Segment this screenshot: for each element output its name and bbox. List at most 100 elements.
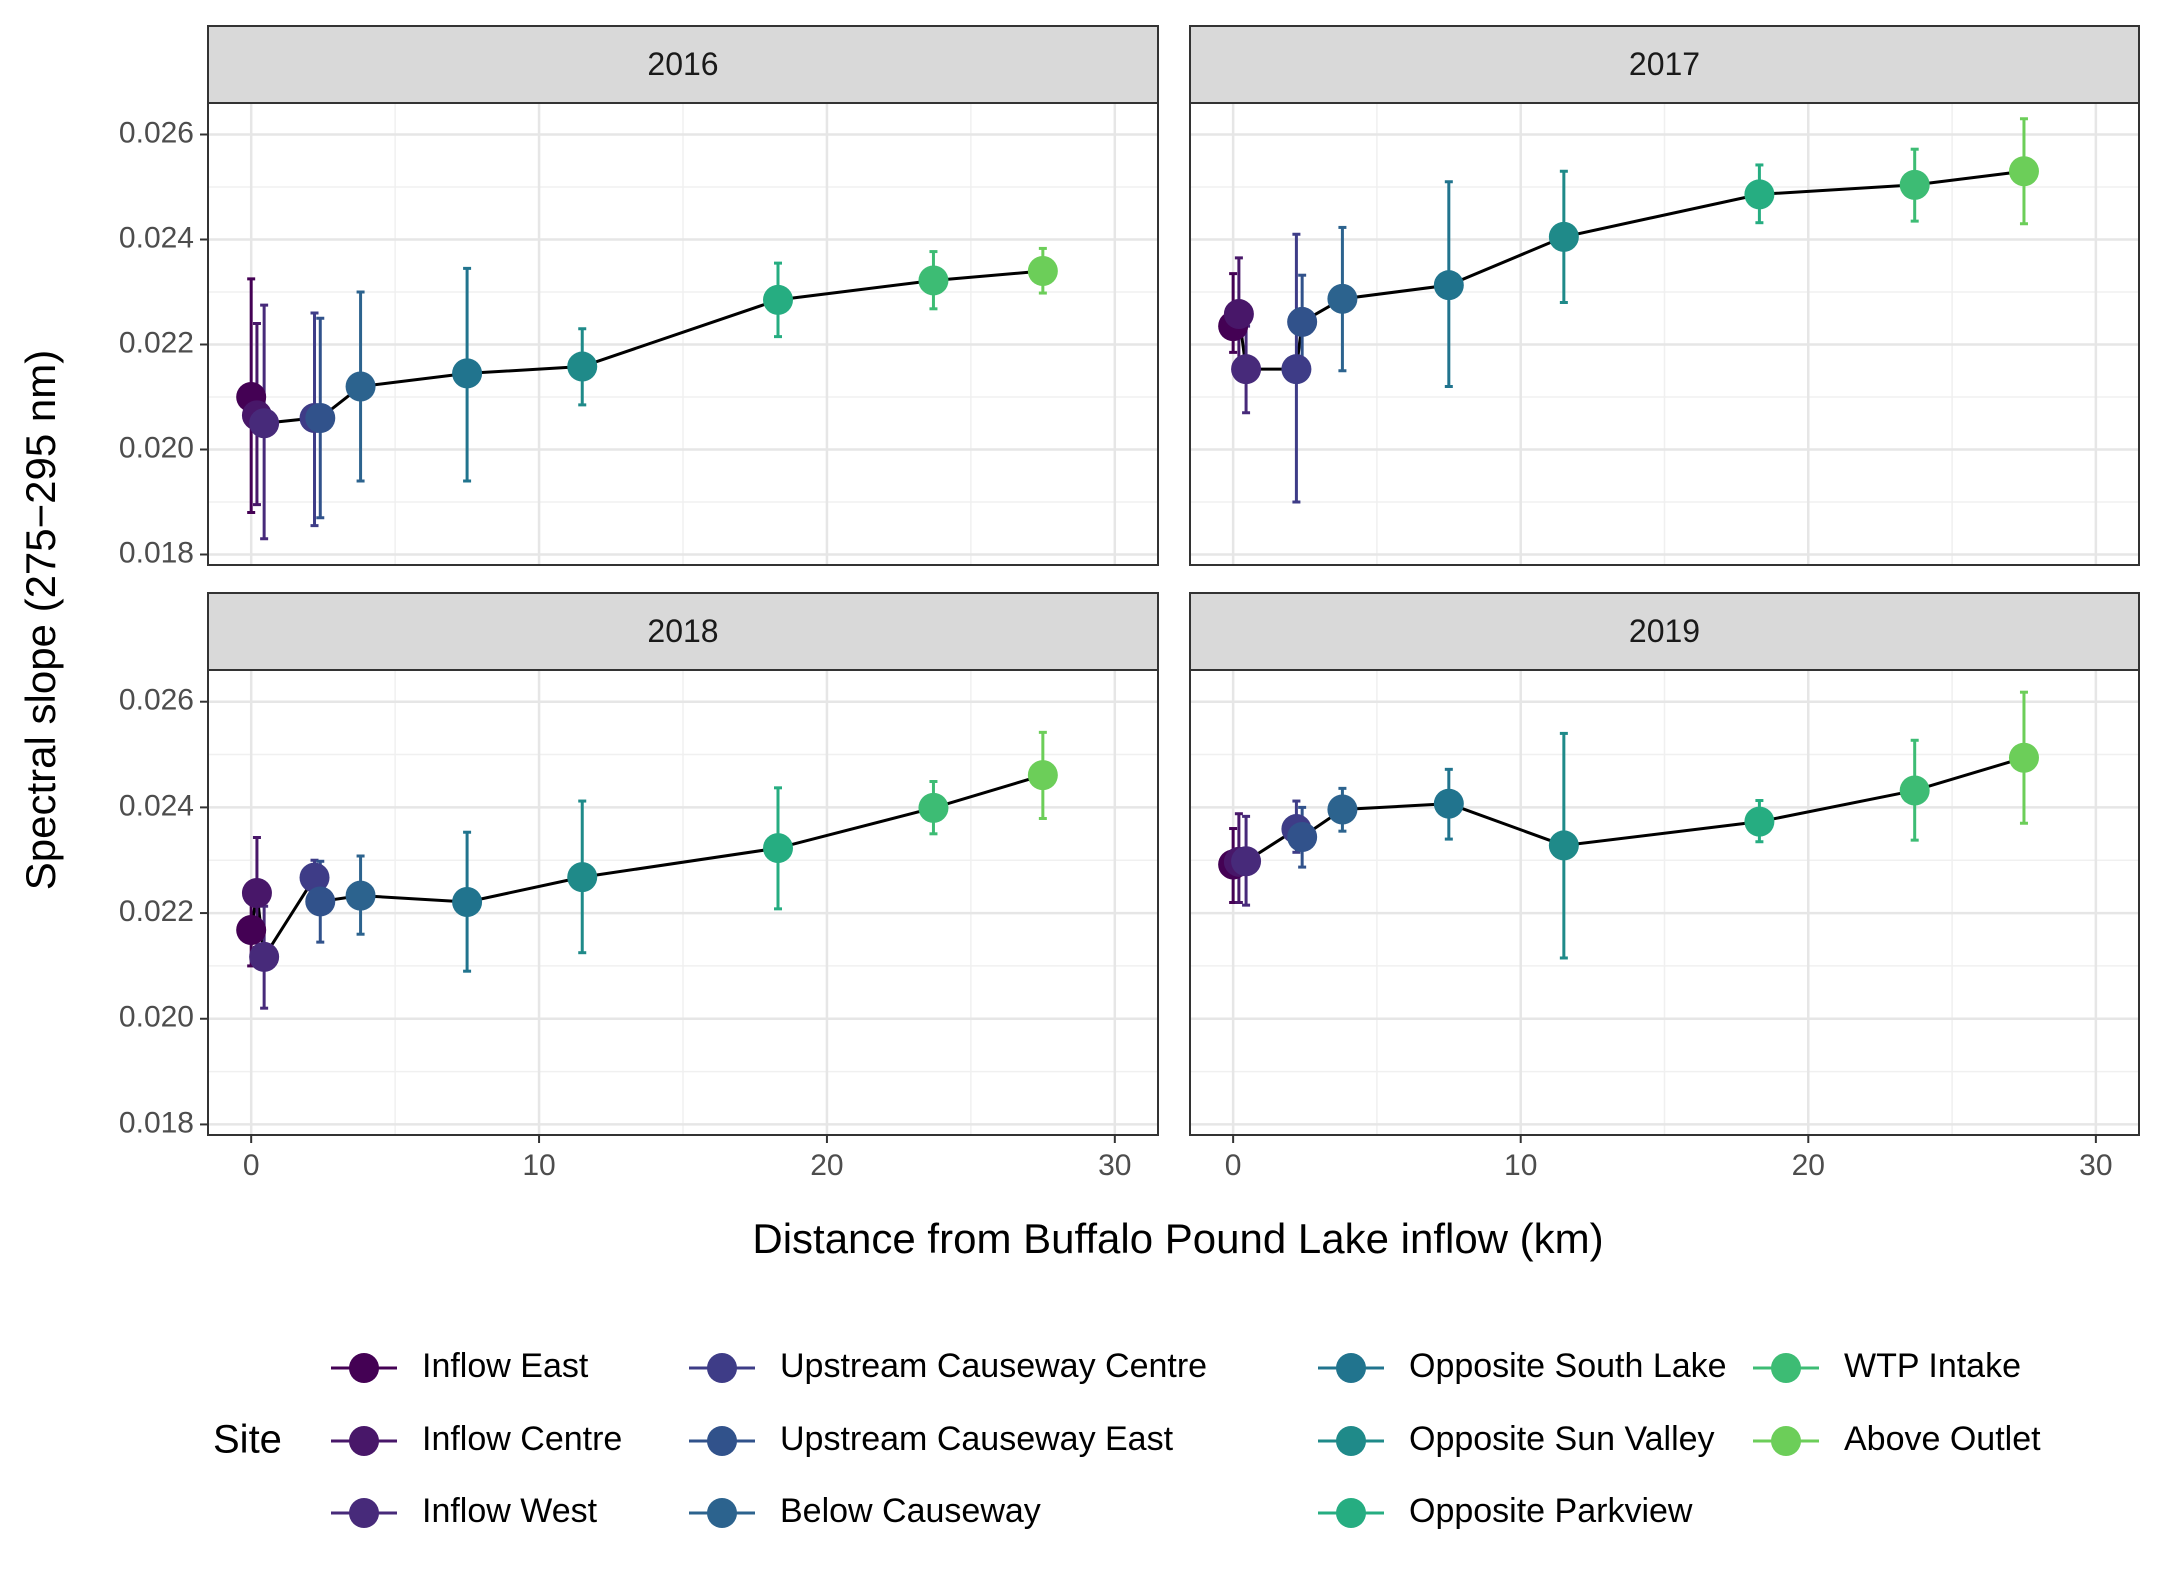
y-tick-label: 0.026 xyxy=(119,116,194,149)
legend-key-point xyxy=(1336,1426,1366,1456)
facet-strip-label: 2017 xyxy=(1629,46,1700,82)
legend-key xyxy=(331,1353,397,1383)
x-tick-label: 30 xyxy=(1098,1149,1131,1182)
y-tick-label: 0.024 xyxy=(119,221,194,254)
data-point xyxy=(2008,156,2039,187)
data-point xyxy=(1027,256,1058,286)
y-tick-label: 0.018 xyxy=(119,1106,194,1139)
data-point xyxy=(1548,221,1579,252)
facet-strip xyxy=(207,25,1159,104)
data-point xyxy=(1433,788,1464,819)
facet-strip xyxy=(207,592,1159,671)
data-point xyxy=(249,941,280,972)
panel-border xyxy=(1189,102,2140,566)
legend: Site Inflow East Inflow Centre Inflow West… xyxy=(213,1347,2041,1530)
data-point xyxy=(1433,270,1464,301)
data-point xyxy=(1744,179,1775,210)
data-point xyxy=(1327,794,1358,825)
y-tick-label: 0.018 xyxy=(119,536,194,569)
x-axis-title: Distance from Buffalo Pound Lake inflow … xyxy=(752,1215,1603,1262)
legend-key-point xyxy=(707,1426,737,1456)
data-point xyxy=(1231,846,1262,877)
legend-key xyxy=(331,1498,397,1528)
legend-key-point xyxy=(349,1426,379,1456)
data-point xyxy=(1899,775,1930,806)
legend-key-point xyxy=(1771,1353,1801,1383)
legend-key-point xyxy=(349,1353,379,1383)
legend-key xyxy=(689,1498,755,1528)
data-point xyxy=(567,862,598,893)
data-point xyxy=(918,792,949,823)
data-point xyxy=(1744,806,1775,837)
y-tick-label: 0.022 xyxy=(119,895,194,928)
x-tick-label: 0 xyxy=(243,1149,260,1182)
data-point xyxy=(249,408,280,439)
facet-strip-label: 2018 xyxy=(647,613,718,649)
data-point xyxy=(452,358,483,389)
legend-key xyxy=(331,1426,397,1456)
legend-label: Inflow Centre xyxy=(422,1420,622,1458)
data-point xyxy=(305,886,336,917)
legend-key-point xyxy=(707,1353,737,1383)
data-point xyxy=(299,862,330,893)
data-point xyxy=(918,265,949,296)
x-tick-label: 10 xyxy=(1504,1149,1537,1182)
legend-key xyxy=(689,1426,755,1456)
data-point xyxy=(567,351,598,382)
data-point xyxy=(452,886,483,917)
legend-key xyxy=(1753,1426,1819,1456)
data-point xyxy=(1287,821,1318,852)
legend-key-point xyxy=(1336,1353,1366,1383)
legend-label: Below Causeway xyxy=(780,1492,1041,1530)
legend-label: Opposite Sun Valley xyxy=(1409,1420,1715,1458)
legend-key-point xyxy=(1771,1426,1801,1456)
data-point xyxy=(305,403,336,433)
panel-2018: 2018 0.018 0.020 0.022 0.024 0.026 0 10 20 30 xyxy=(119,592,1159,1182)
x-tick-label: 20 xyxy=(1792,1149,1825,1182)
data-point xyxy=(763,833,793,864)
panel-border xyxy=(207,102,1159,566)
data-point xyxy=(763,284,793,315)
legend-label: WTP Intake xyxy=(1844,1347,2021,1385)
legend-key-point xyxy=(349,1498,379,1528)
facet-strip-label: 2016 xyxy=(647,46,718,82)
legend-key xyxy=(689,1353,755,1383)
facet-strip xyxy=(1189,25,2140,104)
x-tick-label: 20 xyxy=(810,1149,843,1182)
facet-strip-label: 2019 xyxy=(1629,613,1700,649)
facet-strip xyxy=(1189,592,2140,671)
data-point xyxy=(236,914,267,945)
data-point xyxy=(241,877,272,908)
data-point xyxy=(345,880,376,911)
data-point xyxy=(1027,760,1058,791)
y-tick-label: 0.026 xyxy=(119,684,194,717)
legend-key-point xyxy=(1336,1498,1366,1528)
panel-2019: 2019 0 10 20 30 xyxy=(1189,592,2140,1182)
data-point xyxy=(1548,830,1579,861)
legend-key xyxy=(1318,1353,1384,1383)
data-point xyxy=(345,371,376,402)
y-tick-label: 0.022 xyxy=(119,326,194,359)
legend-label: Upstream Causeway Centre xyxy=(780,1347,1207,1385)
facet-panels: 2016 0.018 0.020 0.022 0.024 0.026 2017 2018 0.0… xyxy=(119,25,2140,1182)
panel-2017: 2017 xyxy=(1189,25,2140,566)
legend-label: Opposite South Lake xyxy=(1409,1347,1727,1385)
panel-border xyxy=(1189,669,2140,1136)
x-tick-label: 30 xyxy=(2079,1149,2112,1182)
data-point xyxy=(1231,354,1262,385)
legend-title: Site xyxy=(213,1418,282,1462)
y-tick-label: 0.020 xyxy=(119,431,194,464)
data-point xyxy=(2008,742,2039,773)
y-axis-title: Spectral slope (275−295 nm) xyxy=(17,350,64,890)
panel-border xyxy=(207,669,1159,1136)
legend-label: Upstream Causeway East xyxy=(780,1420,1174,1458)
data-point xyxy=(1899,169,1930,200)
x-tick-label: 0 xyxy=(1225,1149,1242,1182)
panel-2016: 2016 0.018 0.020 0.022 0.024 0.026 xyxy=(119,25,1159,569)
data-point xyxy=(1287,306,1318,337)
legend-key xyxy=(1753,1353,1819,1383)
legend-label: Inflow West xyxy=(422,1492,598,1530)
y-tick-label: 0.020 xyxy=(119,1001,194,1034)
y-tick-label: 0.024 xyxy=(119,789,194,822)
